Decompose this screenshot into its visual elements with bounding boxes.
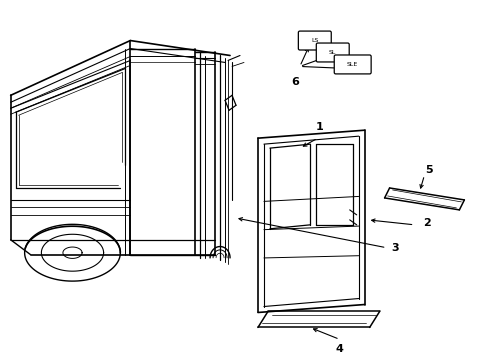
Text: 6: 6 bbox=[290, 77, 298, 87]
FancyBboxPatch shape bbox=[316, 43, 348, 62]
FancyBboxPatch shape bbox=[334, 55, 370, 74]
Text: 3: 3 bbox=[391, 243, 399, 253]
Text: LS: LS bbox=[310, 38, 318, 43]
FancyBboxPatch shape bbox=[298, 31, 330, 50]
Text: SLE: SLE bbox=[346, 62, 358, 67]
Text: 2: 2 bbox=[423, 218, 430, 228]
Text: 5: 5 bbox=[425, 165, 432, 175]
Text: SL: SL bbox=[328, 50, 336, 55]
Text: 4: 4 bbox=[335, 345, 343, 354]
Text: 1: 1 bbox=[315, 122, 323, 132]
